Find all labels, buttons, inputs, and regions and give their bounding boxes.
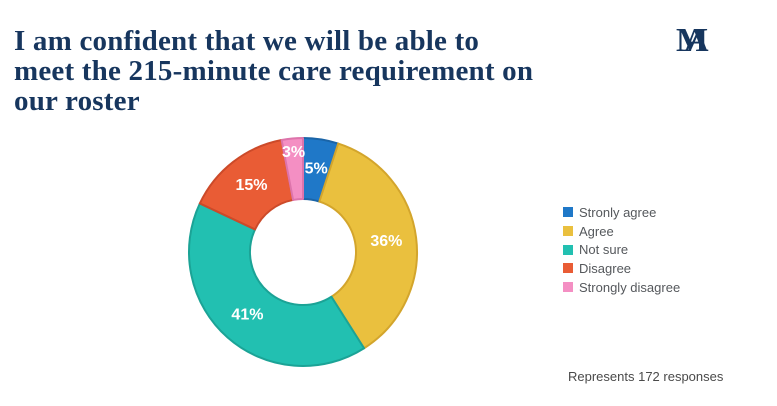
logo-monogram: M A [676, 24, 716, 62]
legend-item-stronly-agree: Stronly agree [563, 203, 680, 222]
legend-swatch [563, 244, 573, 255]
response-count-note: Represents 172 responses [568, 369, 724, 384]
legend-swatch [563, 282, 573, 293]
slice-agree [318, 142, 418, 350]
legend-item-not-sure: Not sure [563, 240, 680, 259]
legend-label: Strongly disagree [579, 279, 681, 295]
page-title: I am confident that we will be able to m… [14, 26, 654, 116]
legend-item-strongly-disagree: Strongly disagree [563, 278, 680, 297]
legend-label: Not sure [579, 242, 629, 258]
legend-swatch [563, 226, 573, 237]
slice-percentage-label: 5% [305, 161, 328, 178]
title-line-1: I am confident that we will be able to [14, 25, 480, 57]
slice-strongly-disagree [280, 137, 304, 201]
chart-legend: Stronly agree Agree Not sure Disagree Strong… [563, 203, 680, 296]
legend-swatch [563, 263, 573, 274]
slice-not-sure [188, 202, 366, 367]
slice-percentage-label: 3% [282, 144, 305, 161]
legend-label: Stronly agree [579, 204, 657, 220]
title-line-2: meet the 215-minute care requirement on [14, 55, 534, 87]
logo-letter-a: A [684, 22, 709, 59]
slice-percentage-label: 36% [370, 233, 402, 250]
legend-item-disagree: Disagree [563, 259, 680, 278]
legend-label: Disagree [579, 260, 632, 276]
legend-swatch [563, 207, 573, 218]
logo-letter-m: M [676, 22, 709, 59]
legend-label: Agree [579, 223, 614, 239]
slice-percentage-label: 15% [236, 177, 268, 194]
title-line-3: our roster [14, 85, 140, 117]
slice-percentage-label: 41% [231, 307, 263, 324]
legend-item-agree: Agree [563, 222, 680, 241]
